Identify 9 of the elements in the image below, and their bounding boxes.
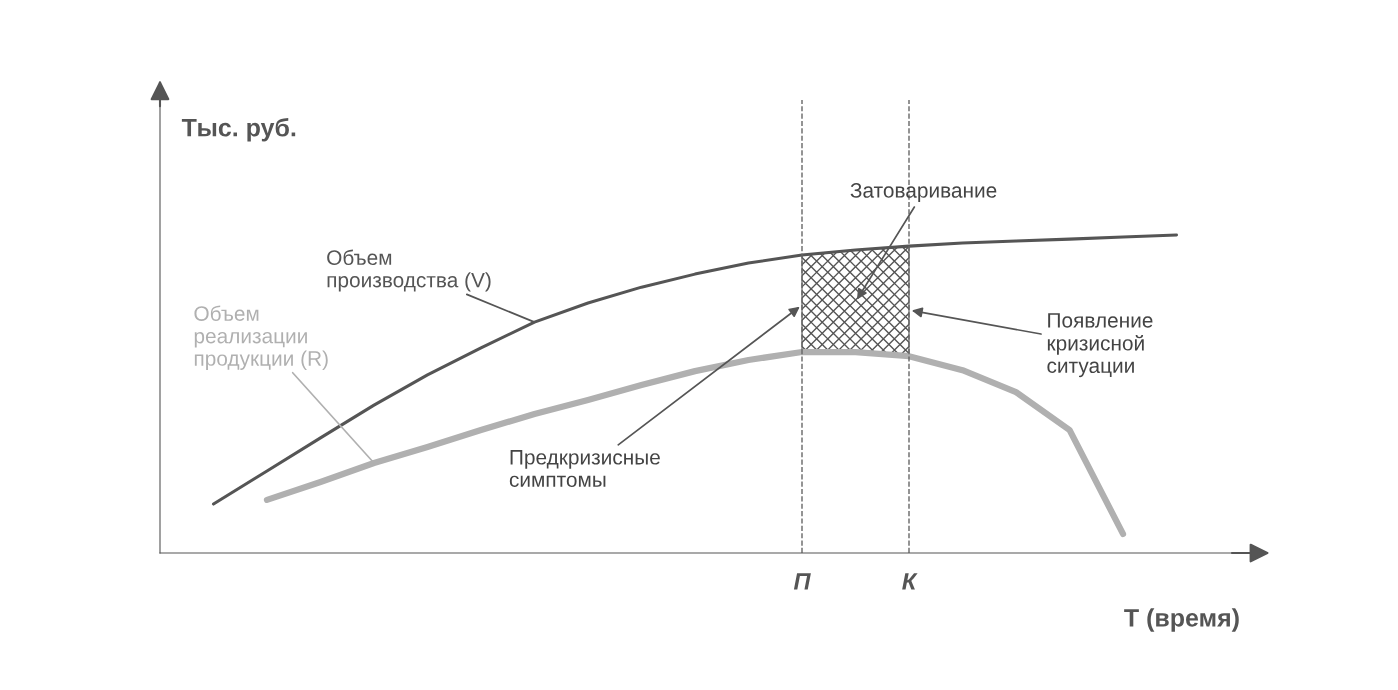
annotation: Предкризисные симптомы xyxy=(509,450,660,488)
band-label: Затоваривание xyxy=(850,183,997,202)
x-axis-title: T (время) xyxy=(1124,608,1239,632)
y-axis-title: Тыс. руб. xyxy=(181,117,296,142)
text: Объем производства (V) xyxy=(327,249,491,292)
text: Объем реализации продукции (R) xyxy=(194,305,328,370)
annotation: Появление кризисной ситуации xyxy=(1047,313,1153,378)
x-tick-label: К xyxy=(902,573,918,590)
x-tick-label: П xyxy=(793,573,811,590)
